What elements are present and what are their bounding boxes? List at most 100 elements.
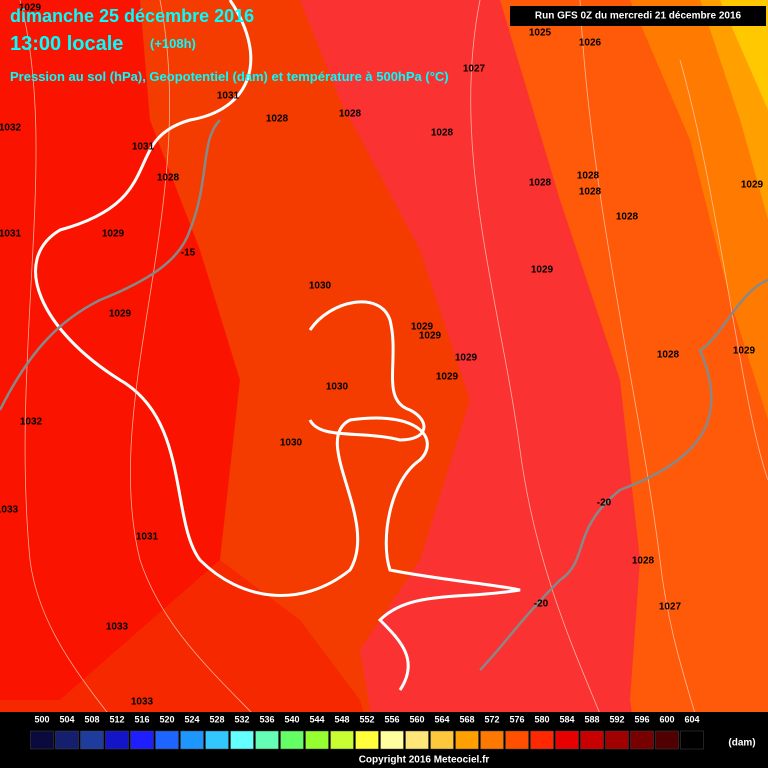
pressure-label: 1028 <box>339 109 362 120</box>
pressure-label: 1031 <box>217 91 240 102</box>
colorbar-swatch <box>230 730 254 750</box>
colorbar-swatch <box>480 730 504 750</box>
region-yellow <box>720 0 768 110</box>
colorbar-label: 524 <box>184 714 199 724</box>
colorbar-label: 580 <box>534 714 549 724</box>
lead-time: (+108h) <box>150 36 196 51</box>
pressure-label: 1028 <box>579 187 602 198</box>
pressure-label: 1028 <box>632 556 655 567</box>
pressure-label: 1029 <box>733 346 756 357</box>
colorbar-swatch <box>430 730 454 750</box>
pressure-label: 1028 <box>431 128 454 139</box>
temperature-label: -15 <box>181 248 196 259</box>
colorbar-swatch <box>655 730 679 750</box>
colorbar-swatch <box>280 730 304 750</box>
pressure-label: 1033 <box>106 622 129 633</box>
colorbar-label: 552 <box>359 714 374 724</box>
date: dimanche 25 décembre 2016 <box>10 6 254 26</box>
pressure-label: 1027 <box>659 602 682 613</box>
isobar <box>579 0 711 768</box>
pressure-label: 1031 <box>0 229 22 240</box>
subtitle: Pression au sol (hPa), Geopotentiel (dam… <box>10 69 449 84</box>
isobar <box>679 59 768 481</box>
pressure-label: 1031 <box>136 532 159 543</box>
colorbar-swatch <box>605 730 629 750</box>
colorbar-swatch <box>105 730 129 750</box>
contour <box>308 300 426 442</box>
temperature-label: -20 <box>534 599 549 610</box>
isobar <box>470 0 621 768</box>
pressure-label: 1025 <box>529 28 552 39</box>
pressure-label: 1032 <box>0 123 22 134</box>
region-red <box>0 0 240 700</box>
isobars <box>19 0 768 768</box>
pressure-label: 1028 <box>157 173 180 184</box>
colorbar-label: 556 <box>384 714 399 724</box>
pressure-label: 1028 <box>529 178 552 189</box>
colorbar-label: 600 <box>659 714 674 724</box>
pressure-label: 1029 <box>436 372 459 383</box>
colorbar-label: 548 <box>334 714 349 724</box>
colorbar-swatch <box>305 730 329 750</box>
colorbar-label: 512 <box>109 714 124 724</box>
colorbar-label: 592 <box>609 714 624 724</box>
temp-contour <box>0 119 221 411</box>
pressure-label: 1030 <box>309 281 332 292</box>
temperature-label: -20 <box>597 498 612 509</box>
colorbar-swatch <box>580 730 604 750</box>
colorbar-label: 576 <box>509 714 524 724</box>
colorbar-swatch <box>155 730 179 750</box>
colorbar-label: 528 <box>209 714 224 724</box>
colorbar-label: 604 <box>684 714 699 724</box>
colorbar-swatch <box>680 730 704 750</box>
footer: Copyright 2016 Meteociel.fr <box>359 755 490 766</box>
pressure-label: 1029 <box>19 3 42 14</box>
pressure-label: 1031 <box>132 142 155 153</box>
colorbar-swatch <box>380 730 404 750</box>
colorbar-label: 508 <box>84 714 99 724</box>
run-info: Run GFS 0Z du mercredi 21 décembre 2016 <box>535 11 742 22</box>
pressure-label: 1028 <box>266 114 289 125</box>
isobar <box>19 0 151 768</box>
region-orange <box>500 0 768 768</box>
pressure-label: 1028 <box>657 350 680 361</box>
pressure-label: 1032 <box>20 417 43 428</box>
colorbar-label: 544 <box>309 714 324 724</box>
colorbar-swatch <box>205 730 229 750</box>
colorbar-swatch <box>30 730 54 750</box>
colorbar-swatch <box>405 730 429 750</box>
pressure-label: 1029 <box>531 265 554 276</box>
colorbar-swatch <box>630 730 654 750</box>
colorbar-label: 500 <box>34 714 49 724</box>
colorbar-swatch <box>455 730 479 750</box>
pressure-label: 1033 <box>131 697 154 708</box>
colorbar-swatch <box>80 730 104 750</box>
colorbar-label: 596 <box>634 714 649 724</box>
colorbar-swatch <box>555 730 579 750</box>
colorbar-swatch <box>330 730 354 750</box>
colorbar-label: 584 <box>559 714 574 724</box>
time: 13:00 locale <box>10 33 123 55</box>
pressure-label: 1028 <box>577 171 600 182</box>
labels: 1029 1025 1026 1027 1032 1031 1028 1028 1028 1031… <box>0 3 764 708</box>
colorbar-label: 520 <box>159 714 174 724</box>
colorbar-swatch <box>505 730 529 750</box>
colorbar-label: 504 <box>59 714 74 724</box>
colorbar-swatch <box>180 730 204 750</box>
pressure-label: 1033 <box>0 505 19 516</box>
colorbar-swatch <box>530 730 554 750</box>
colorbar-swatch <box>355 730 379 750</box>
colorbar-label: 564 <box>434 714 449 724</box>
colorbar-label: 532 <box>234 714 249 724</box>
region-orange2 <box>630 0 768 420</box>
run-box <box>510 6 766 26</box>
pressure-label: 1030 <box>326 382 349 393</box>
colorbar-label: 572 <box>484 714 499 724</box>
pressure-label: 1029 <box>455 353 478 364</box>
colorbar-swatch <box>255 730 279 750</box>
isobar <box>130 0 301 768</box>
colorbar-label: 540 <box>284 714 299 724</box>
colorbar-label: 536 <box>259 714 274 724</box>
colorbar-label: 568 <box>459 714 474 724</box>
